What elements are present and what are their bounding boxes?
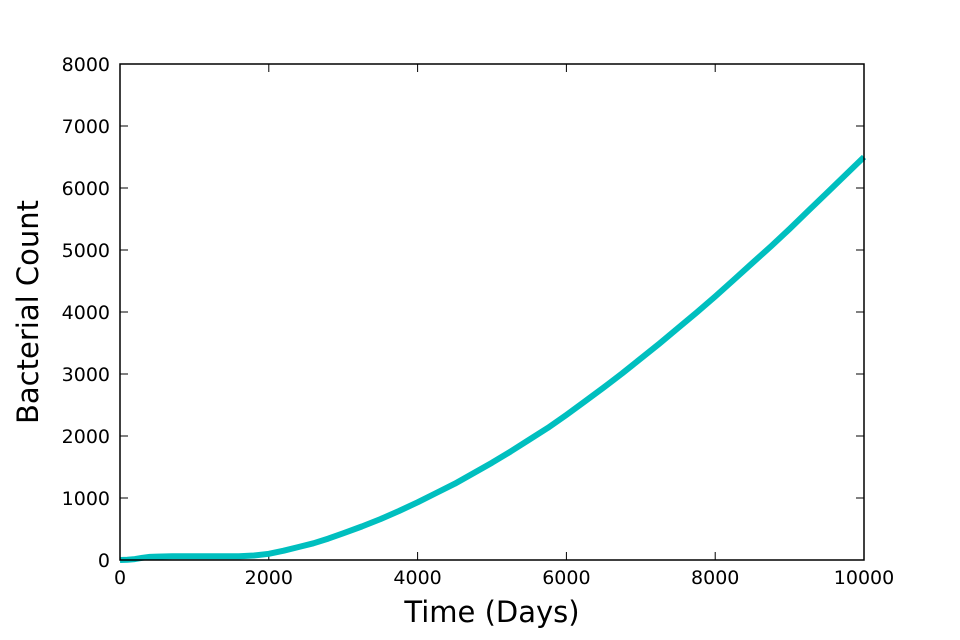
- x-tick-label: 10000: [834, 567, 894, 589]
- series-layer: [119, 154, 867, 563]
- x-tick-label: 8000: [691, 567, 739, 589]
- y-tick-label: 4000: [62, 302, 110, 324]
- series-line: [119, 154, 867, 563]
- x-tick-label: 2000: [245, 567, 293, 589]
- axis-tick-labels: 0 2000 4000 6000 8000 10000 0 1000 2000 3000 4000 5…: [62, 54, 895, 589]
- plot-frame: [119, 63, 865, 561]
- axis-ticks: [119, 63, 865, 561]
- y-tick-label: 5000: [62, 240, 110, 262]
- x-tick-label: 6000: [542, 567, 590, 589]
- y-tick-label: 1000: [62, 488, 110, 510]
- y-tick-label: 3000: [62, 364, 110, 386]
- y-tick-label: 6000: [62, 178, 110, 200]
- y-tick-label: 8000: [62, 54, 110, 76]
- x-tick-label: 0: [114, 567, 126, 589]
- y-tick-label: 7000: [62, 116, 110, 138]
- x-tick-label: 4000: [393, 567, 441, 589]
- y-tick-label: 2000: [62, 426, 110, 448]
- y-axis-title: Bacterial Count: [11, 200, 45, 424]
- x-axis-title: Time (Days): [403, 595, 579, 629]
- y-tick-label: 0: [98, 550, 110, 572]
